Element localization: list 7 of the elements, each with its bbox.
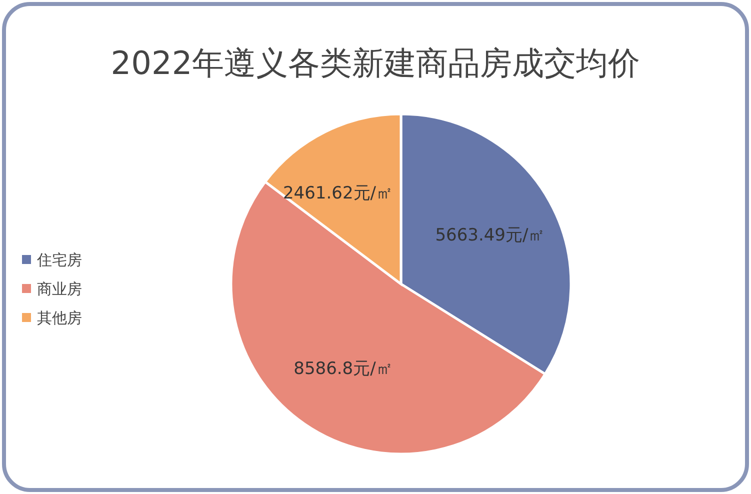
legend-label: 住宅房 [36, 251, 82, 269]
legend-label: 商业房 [37, 280, 82, 298]
data-label: 5663.49元/㎡ [435, 226, 546, 246]
legend-label: 其他房 [37, 309, 82, 327]
data-label: 8586.8元/㎡ [294, 359, 393, 380]
chart-title: 2022年遵义各类新建商品房成交均价 [110, 44, 640, 82]
data-label: 2461.62元/㎡ [282, 184, 393, 204]
